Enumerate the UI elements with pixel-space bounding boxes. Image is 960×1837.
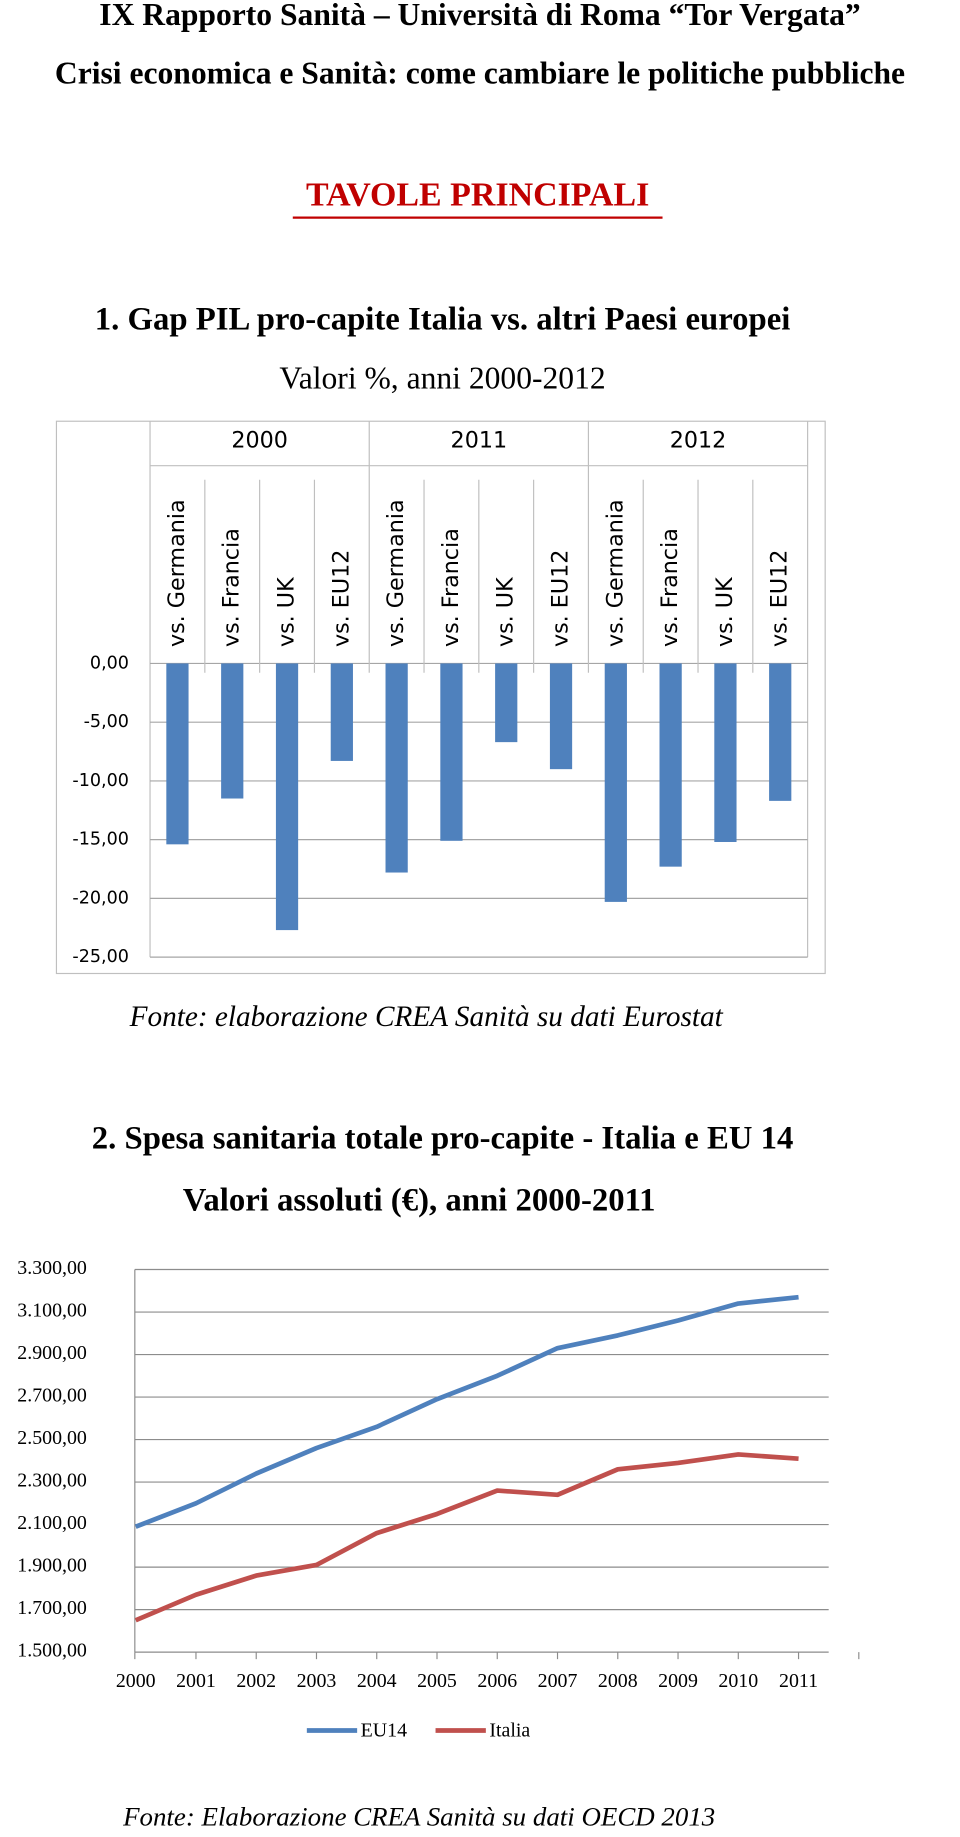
x-tick-label: 2008	[598, 1670, 638, 1692]
bar	[714, 663, 737, 842]
x-tick-label: vs. Germania	[602, 499, 628, 647]
y-tick-label: 1.900,00	[17, 1555, 87, 1577]
doc-subtitle: Crisi economica e Sanità: come cambiare …	[55, 55, 905, 90]
bar	[495, 663, 518, 743]
chart-frame	[55, 420, 826, 975]
y-tick-label: -15,00	[72, 830, 129, 850]
bar	[275, 663, 299, 931]
bar	[549, 663, 573, 770]
bar	[604, 663, 627, 902]
y-tick-label: 2.700,00	[17, 1385, 87, 1407]
bar	[221, 663, 244, 799]
x-tick-label: vs. Francia	[657, 528, 683, 647]
bar	[330, 663, 353, 761]
x-tick-label: 2007	[538, 1670, 578, 1692]
data-line	[134, 1294, 799, 1529]
bar	[769, 663, 792, 801]
bar	[166, 663, 189, 845]
legend-label: Italia	[489, 1719, 530, 1741]
x-tick-label: 2002	[236, 1670, 276, 1692]
x-tick-label: vs. Germania	[383, 499, 409, 647]
x-tick-label: 2001	[176, 1670, 216, 1692]
y-tick-label: -5,00	[84, 712, 129, 732]
y-tick-label: 1.700,00	[17, 1597, 87, 1619]
x-tick-label: vs. UK	[274, 576, 300, 647]
x-tick-label: vs. UK	[712, 576, 738, 647]
bar	[385, 663, 408, 873]
x-tick-label: 2005	[417, 1670, 457, 1692]
bar	[659, 663, 682, 867]
y-tick-label: -20,00	[72, 888, 129, 908]
x-tick-label: 2010	[718, 1670, 758, 1692]
x-tick-label: 2009	[658, 1670, 698, 1692]
y-tick-label: 0,00	[90, 653, 129, 673]
bar	[440, 663, 463, 841]
x-tick-label: 2004	[357, 1670, 397, 1692]
y-tick-label: 2.900,00	[17, 1342, 87, 1364]
group-label: 2011	[451, 428, 508, 454]
x-tick-label: vs. EU12	[767, 550, 793, 647]
x-tick-label: vs. Germania	[164, 499, 190, 647]
x-tick-label: 2000	[116, 1670, 156, 1692]
y-tick-label: 3.300,00	[17, 1257, 87, 1279]
x-tick-label: 2006	[477, 1670, 517, 1692]
legend-label: EU14	[361, 1719, 407, 1741]
x-tick-label: vs. Francia	[438, 528, 464, 647]
y-tick-label: 2.100,00	[17, 1512, 87, 1534]
x-tick-label: vs. UK	[493, 576, 519, 647]
chart-subtitle: Valori assoluti (€), anni 2000-2011	[183, 1182, 656, 1218]
x-tick-label: vs. Francia	[219, 528, 245, 647]
doc-title: IX Rapporto Sanità – Università di Roma …	[99, 0, 860, 32]
y-tick-label: 2.300,00	[17, 1470, 87, 1492]
x-tick-label: 2003	[297, 1670, 337, 1692]
group-label: 2000	[231, 428, 288, 454]
group-label: 2012	[670, 428, 727, 454]
y-tick-label: -25,00	[72, 947, 129, 967]
section-title: TAVOLE PRINCIPALI	[306, 177, 649, 214]
x-tick-label: vs. EU12	[328, 550, 354, 647]
chart-title: 1. Gap PIL pro-capite Italia vs. altri P…	[95, 301, 791, 337]
chart-title: 2. Spesa sanitaria totale pro-capite - I…	[92, 1120, 794, 1156]
x-tick-label: vs. EU12	[548, 550, 574, 647]
chart-source: Fonte: Elaborazione CREA Sanità su dati …	[122, 1802, 715, 1832]
y-tick-label: 3.100,00	[17, 1300, 87, 1322]
chart-source: Fonte: elaborazione CREA Sanità su dati …	[129, 1001, 724, 1033]
x-tick-label: 2011	[779, 1670, 818, 1692]
chart-subtitle: Valori %, anni 2000-2012	[279, 361, 605, 396]
y-tick-label: 2.500,00	[17, 1427, 87, 1449]
data-line	[134, 1452, 799, 1623]
y-tick-label: 1.500,00	[17, 1640, 87, 1662]
y-tick-label: -10,00	[72, 771, 129, 791]
